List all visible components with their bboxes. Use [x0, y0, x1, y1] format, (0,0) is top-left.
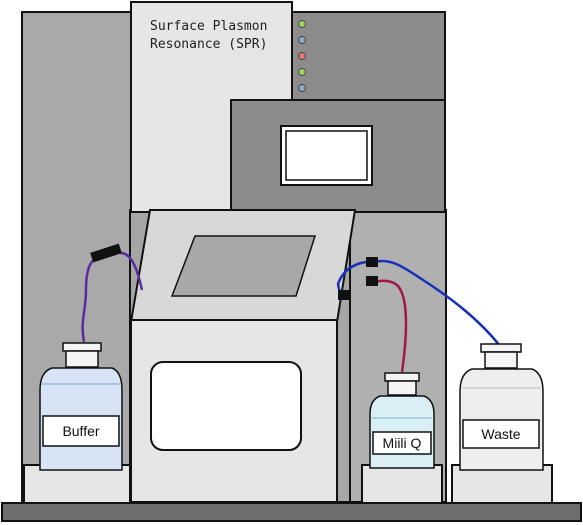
- indicator-light: [298, 68, 306, 76]
- waste-label-box: [462, 419, 540, 449]
- buffer-bottle: Buffer: [39, 342, 123, 471]
- waste-bottle-cap: [480, 343, 522, 353]
- waste-tubing: [336, 259, 501, 347]
- waste-bottle-neck: [484, 351, 518, 369]
- front-panel-window: [150, 361, 302, 451]
- milli-q-stand: [361, 464, 443, 506]
- waste-label: Waste: [481, 426, 520, 442]
- milli-q-bottle-neck: [387, 380, 417, 396]
- indicator-light: [298, 20, 306, 28]
- milli-q-tube-connector: [366, 276, 378, 286]
- instrument-title-line2: Resonance (SPR): [150, 37, 267, 52]
- buffer-label: Buffer: [62, 423, 99, 439]
- milli-q-label: Miili Q: [383, 435, 422, 451]
- display-screen-inner: [285, 130, 368, 181]
- waste-tube-connector: [366, 257, 378, 267]
- buffer-label-box: [42, 415, 120, 447]
- waste-stand: [451, 464, 553, 506]
- lid-window: [170, 235, 317, 297]
- indicator-light: [298, 36, 306, 44]
- milli-q-bottle: Miili Q: [369, 372, 435, 469]
- lid-tube-connector: [338, 290, 350, 300]
- milli-q-label-box: [372, 431, 432, 455]
- indicator-light: [298, 84, 306, 92]
- indicator-lights: [298, 20, 306, 92]
- buffer-stand: [23, 464, 131, 506]
- buffer-tube-connector: [90, 243, 122, 263]
- waste-bottle: Waste: [459, 343, 544, 471]
- milli-q-tubing: [373, 279, 408, 373]
- instrument-base: [1, 502, 582, 522]
- indicator-light: [298, 52, 306, 60]
- buffer-bottle-cap: [62, 342, 102, 352]
- buffer-bottle-neck: [65, 350, 99, 368]
- milli-q-bottle-cap: [384, 372, 420, 382]
- instrument-title-line1: Surface Plasmon: [150, 19, 267, 34]
